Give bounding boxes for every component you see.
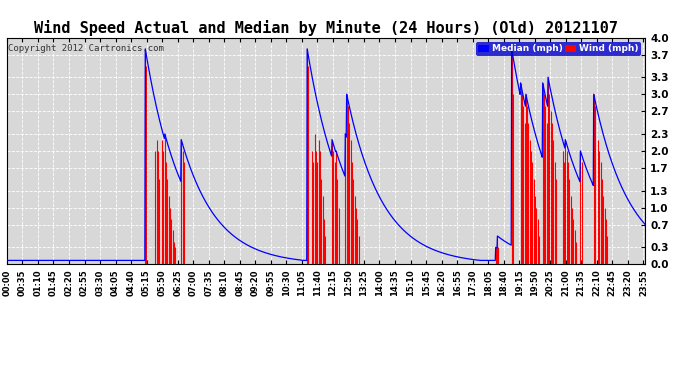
Title: Wind Speed Actual and Median by Minute (24 Hours) (Old) 20121107: Wind Speed Actual and Median by Minute (… [34,20,618,36]
Text: Copyright 2012 Cartronics.com: Copyright 2012 Cartronics.com [8,44,164,53]
Legend: Median (mph), Wind (mph): Median (mph), Wind (mph) [476,42,640,56]
